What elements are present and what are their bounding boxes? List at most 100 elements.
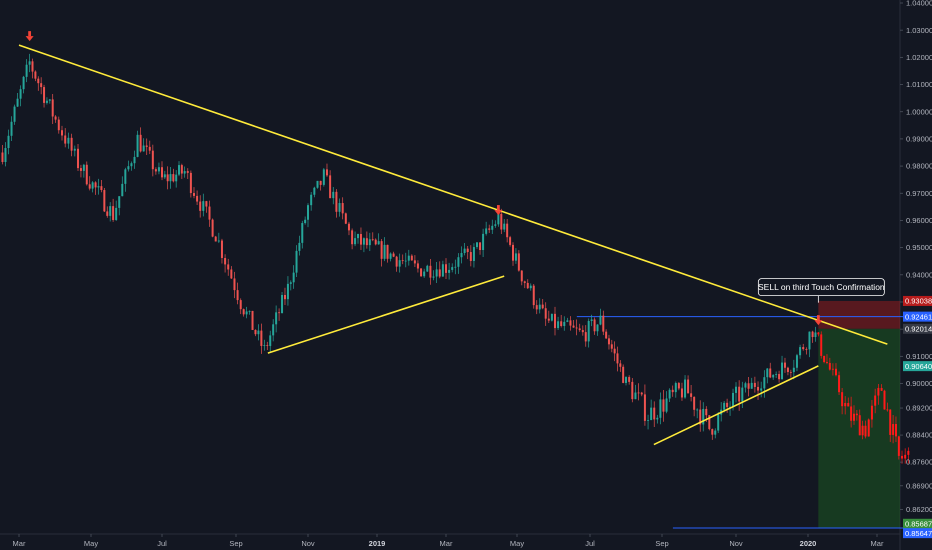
candle-body [202, 201, 205, 211]
candle-body [463, 248, 466, 254]
candle-body [894, 424, 897, 437]
candle-body [828, 362, 831, 370]
candle-body [441, 264, 444, 277]
price-label-tag [903, 311, 932, 322]
candle-body [178, 165, 181, 175]
candle-body [817, 332, 820, 335]
candle-body [523, 281, 526, 283]
candle-body [242, 309, 245, 315]
candle-body [802, 347, 805, 350]
candle-body [613, 348, 616, 354]
candle-body [563, 321, 566, 327]
sell-annotation[interactable]: SELL on third Touch Confirmation [757, 278, 885, 303]
candle-body [407, 255, 410, 261]
candle-body [109, 206, 112, 216]
candle-body [781, 362, 784, 380]
candle-body [503, 223, 506, 230]
candle-body [738, 386, 741, 402]
candle-body [73, 148, 76, 151]
candle-body [161, 167, 163, 178]
y-tick-label: 0.88400 [906, 431, 932, 440]
candle-body [665, 398, 668, 412]
candle-body [726, 402, 729, 407]
candle-body [1, 152, 4, 163]
candle-body [51, 99, 54, 117]
y-tick-label: 0.90000 [906, 379, 932, 388]
candle-body [127, 166, 130, 170]
candle-body [662, 399, 665, 412]
candle-body [118, 196, 121, 208]
x-tick-label: 2020 [800, 539, 817, 548]
candle-body [351, 230, 354, 245]
candle-body [880, 387, 883, 391]
candle-body [820, 334, 823, 356]
candle-body [295, 250, 298, 273]
candle-body [497, 213, 500, 225]
y-tick-label: 0.86900 [906, 481, 932, 490]
x-tick-label: May [84, 539, 98, 548]
candle-body [763, 377, 766, 389]
candle-body [619, 363, 622, 367]
candle-body [466, 248, 469, 253]
candle-body [708, 415, 711, 430]
candle-body [841, 392, 844, 407]
x-tick-label: Mar [871, 539, 884, 548]
price-label-text: 0.93038 [905, 297, 932, 306]
candle-body [750, 382, 753, 389]
candle-body [139, 134, 142, 152]
candle-body [186, 171, 189, 173]
candle-body [45, 100, 48, 103]
candle-body [416, 263, 419, 269]
candle-body [575, 327, 578, 329]
candle-body [322, 169, 325, 185]
candle-body [778, 374, 781, 380]
candle-body [877, 387, 880, 396]
candle-body [907, 450, 910, 455]
y-tick-label: 0.97000 [906, 189, 932, 198]
candle-body [572, 325, 575, 328]
price-label-tag [903, 295, 932, 306]
candle-body [631, 381, 634, 400]
candle-body [94, 182, 97, 188]
candle-body [230, 269, 233, 279]
touch-marker-2-arrow [494, 210, 503, 216]
candle-body [454, 266, 457, 268]
trendlines[interactable] [18, 44, 888, 446]
candle-body [106, 211, 109, 216]
candle-body [451, 267, 454, 270]
candle-body [410, 255, 413, 261]
candle-body [341, 203, 344, 214]
candle-body [224, 257, 227, 265]
candle-body [329, 175, 332, 199]
candle-body [717, 414, 720, 431]
candle-body [479, 242, 482, 251]
candle-body [610, 344, 613, 349]
candle-body [335, 191, 338, 212]
candle-body [359, 234, 362, 245]
candle-body [154, 169, 157, 172]
candle-body [786, 367, 789, 372]
candle-body [307, 205, 309, 220]
candle-body [220, 240, 223, 258]
candle-body [319, 180, 322, 185]
y-tick-label: 0.89200 [906, 404, 932, 413]
time-axis[interactable]: Mar May Jul Sep Nov 2019 Mar May Jul Sep Nov 2020 Ma… [13, 534, 884, 548]
candle-body [814, 332, 817, 338]
candle-body [371, 239, 374, 241]
candle-body [864, 425, 867, 437]
price-label-tag [903, 518, 932, 529]
candle-body [671, 389, 674, 393]
y-tick-label: 0.98000 [906, 162, 932, 171]
candle-body [445, 264, 447, 273]
candle-body [313, 187, 316, 195]
candle-body [760, 388, 763, 391]
candle-body [199, 201, 202, 211]
candle-body [40, 83, 43, 88]
annotation-box [757, 278, 885, 297]
candle-body [566, 320, 569, 322]
price-label-text: 0.85687 [905, 520, 932, 529]
candle-body [616, 353, 619, 364]
candle-body [858, 415, 861, 436]
